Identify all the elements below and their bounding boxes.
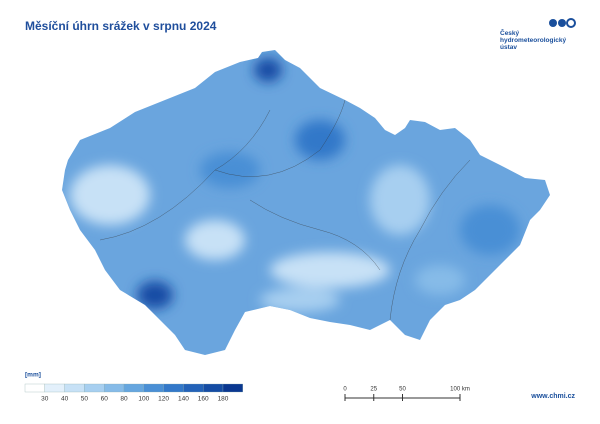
logo-line: ústav [500, 44, 517, 51]
legend-label: 140 [178, 396, 189, 403]
legend-swatch [123, 383, 144, 393]
legend-swatch [104, 383, 125, 393]
logo-line: Český [500, 28, 520, 37]
legend-unit: [mm] [25, 372, 41, 379]
legend-swatch [143, 383, 164, 393]
legend-label: 120 [158, 396, 169, 403]
legend-label: 100 [138, 396, 149, 403]
logo-dot [558, 19, 566, 27]
precipitation-map [62, 50, 550, 355]
legend-label: 40 [61, 396, 69, 403]
legend-label: 60 [101, 396, 109, 403]
website: www.chmi.cz [530, 393, 575, 400]
legend-swatch [222, 383, 243, 393]
legend-swatch [64, 383, 85, 393]
legend-label: 180 [218, 396, 229, 403]
legend-label: 50 [81, 396, 89, 403]
legend-swatch [44, 383, 65, 393]
legend-label: 160 [198, 396, 209, 403]
logo: Český hydrometeorologický ústav [500, 18, 576, 51]
logo-line: hydrometeorologický [500, 37, 566, 44]
map-title: Měsíční úhrn srážek v srpnu 2024 [25, 19, 217, 33]
scale-bar: 0 25 50 100 km [343, 387, 470, 401]
legend-label: 80 [120, 396, 128, 403]
legend-label: 30 [41, 396, 49, 403]
scale-label: 0 [343, 387, 347, 393]
logo-dot [549, 19, 557, 27]
legend-swatch [24, 383, 45, 393]
legend-swatch [203, 383, 224, 393]
legend-swatch [163, 383, 184, 393]
legend-swatch [84, 383, 105, 393]
legend: [mm] 30 40 50 60 80 100 120 140 160 180 [24, 372, 243, 403]
scale-label: 100 km [450, 387, 470, 393]
scale-label: 25 [370, 387, 377, 393]
logo-text: Český hydrometeorologický ústav [500, 28, 566, 51]
legend-swatch [183, 383, 204, 393]
logo-dot [566, 18, 576, 28]
scale-label: 50 [399, 387, 406, 393]
